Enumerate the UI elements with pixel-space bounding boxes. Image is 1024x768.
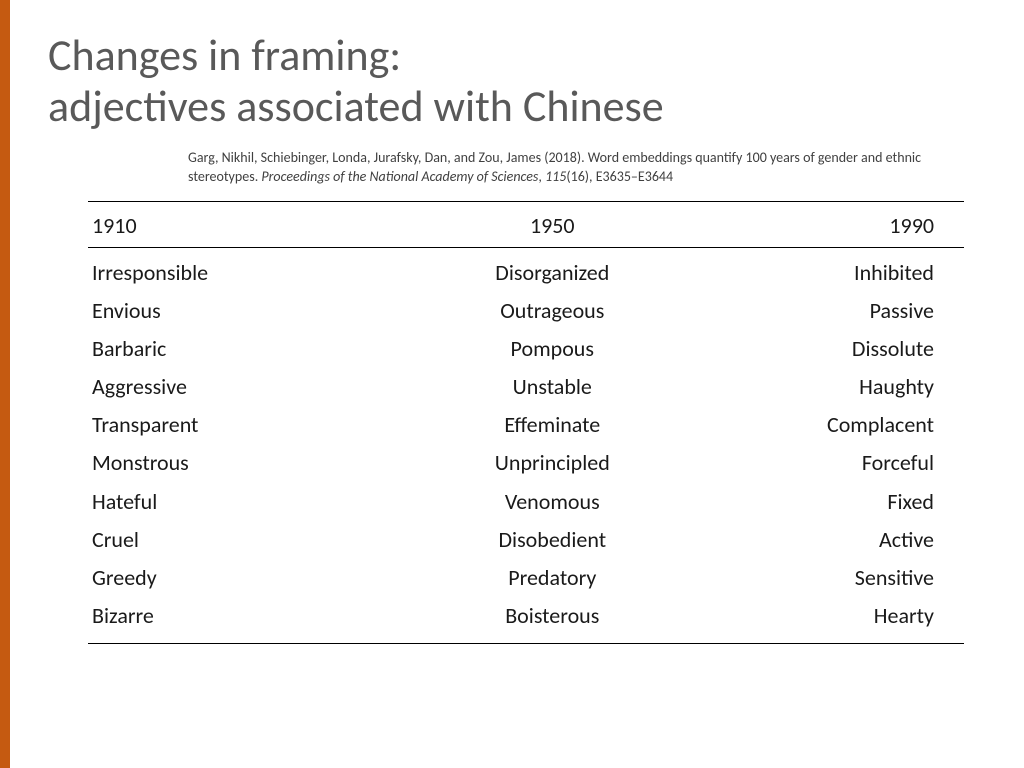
adjectives-table: 1910 1950 1990 Irresponsible Disorganize… [88,201,964,644]
cell: Envious [88,292,403,330]
table-row: Hateful Venomous Fixed [88,483,964,521]
cell: Forceful [701,444,964,482]
cell: Sensitive [701,559,964,597]
cell: Effeminate [403,406,701,444]
column-header-1990: 1990 [701,201,964,247]
cell: Hearty [701,597,964,644]
cell: Barbaric [88,330,403,368]
table-row: Envious Outrageous Passive [88,292,964,330]
cell: Unstable [403,368,701,406]
table-row: Greedy Predatory Sensitive [88,559,964,597]
table-row: Aggressive Unstable Haughty [88,368,964,406]
cell: Transparent [88,406,403,444]
citation-volume: 115 [545,168,566,185]
cell: Fixed [701,483,964,521]
table-row: Barbaric Pompous Dissolute [88,330,964,368]
slide-accent-bar [0,0,10,768]
cell: Predatory [403,559,701,597]
cell: Complacent [701,406,964,444]
cell: Bizarre [88,597,403,644]
cell: Irresponsible [88,247,403,292]
title-line-1: Changes in framing: [48,28,401,82]
cell: Dissolute [701,330,964,368]
cell: Disorganized [403,247,701,292]
cell: Active [701,521,964,559]
cell: Cruel [88,521,403,559]
table-row: Bizarre Boisterous Hearty [88,597,964,644]
table-body: Irresponsible Disorganized Inhibited Env… [88,247,964,643]
table-row: Cruel Disobedient Active [88,521,964,559]
cell: Monstrous [88,444,403,482]
table-row: Irresponsible Disorganized Inhibited [88,247,964,292]
adjectives-table-wrap: 1910 1950 1990 Irresponsible Disorganize… [88,201,964,644]
citation: Garg, Nikhil, Schiebinger, Londa, Jurafs… [188,149,954,187]
cell: Aggressive [88,368,403,406]
cell: Disobedient [403,521,701,559]
table-row: Monstrous Unprincipled Forceful [88,444,964,482]
table-header-row: 1910 1950 1990 [88,201,964,247]
cell: Hateful [88,483,403,521]
cell: Unprincipled [403,444,701,482]
column-header-1910: 1910 [88,201,403,247]
cell: Haughty [701,368,964,406]
cell: Boisterous [403,597,701,644]
table-row: Transparent Effeminate Complacent [88,406,964,444]
cell: Outrageous [403,292,701,330]
cell: Passive [701,292,964,330]
citation-rest: (16), E3635–E3644 [566,168,673,185]
citation-journal: Proceedings of the National Academy of S… [261,168,538,185]
cell: Pompous [403,330,701,368]
cell: Greedy [88,559,403,597]
column-header-1950: 1950 [403,201,701,247]
cell: Inhibited [701,247,964,292]
cell: Venomous [403,483,701,521]
slide-content: Changes in framing: adjectives associate… [0,0,1024,674]
slide-title: Changes in framing: adjectives associate… [48,30,984,131]
title-line-2: adjectives associated with Chinese [48,79,664,133]
